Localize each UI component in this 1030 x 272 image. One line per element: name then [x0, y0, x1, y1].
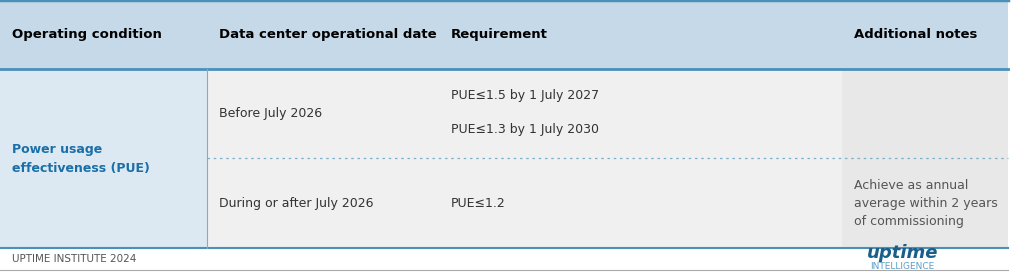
Text: UPTIME INSTITUTE 2024: UPTIME INSTITUTE 2024: [12, 254, 137, 264]
Text: Power usage
effectiveness (PUE): Power usage effectiveness (PUE): [12, 143, 150, 175]
Text: PUE≤1.3 by 1 July 2030: PUE≤1.3 by 1 July 2030: [451, 123, 598, 136]
Text: uptime: uptime: [867, 244, 938, 262]
Text: Operating condition: Operating condition: [12, 28, 162, 41]
Text: Before July 2026: Before July 2026: [218, 107, 322, 120]
Text: INTELLIGENCE: INTELLIGENCE: [870, 262, 934, 271]
Text: Additional notes: Additional notes: [854, 28, 977, 41]
Text: Requirement: Requirement: [451, 28, 548, 41]
Text: PUE≤1.2: PUE≤1.2: [451, 197, 506, 210]
Bar: [0, 69, 207, 248]
Text: During or after July 2026: During or after July 2026: [218, 197, 373, 210]
Bar: [842, 69, 1008, 248]
Bar: [207, 69, 842, 248]
Bar: [0, 0, 1008, 69]
Text: Data center operational date: Data center operational date: [218, 28, 437, 41]
Bar: [0, 248, 1008, 270]
Text: PUE≤1.5 by 1 July 2027: PUE≤1.5 by 1 July 2027: [451, 89, 598, 102]
Text: Achieve as annual
average within 2 years
of commissioning: Achieve as annual average within 2 years…: [854, 179, 998, 228]
